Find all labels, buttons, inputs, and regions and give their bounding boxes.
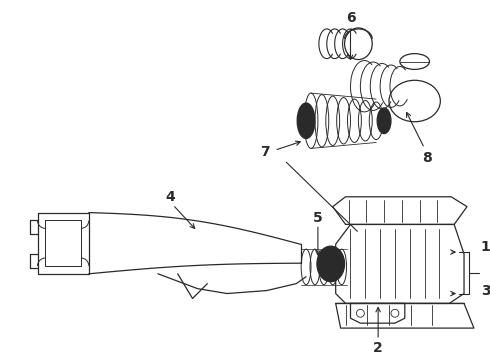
Ellipse shape [317, 246, 344, 282]
Text: 6: 6 [345, 11, 355, 25]
Text: 4: 4 [165, 190, 175, 204]
Text: 5: 5 [313, 211, 323, 225]
Text: 3: 3 [481, 284, 490, 298]
Ellipse shape [377, 108, 391, 134]
Text: 1: 1 [481, 240, 490, 254]
Text: 7: 7 [260, 145, 270, 159]
Ellipse shape [297, 103, 315, 139]
Text: 2: 2 [373, 341, 383, 355]
Text: 8: 8 [422, 151, 431, 165]
